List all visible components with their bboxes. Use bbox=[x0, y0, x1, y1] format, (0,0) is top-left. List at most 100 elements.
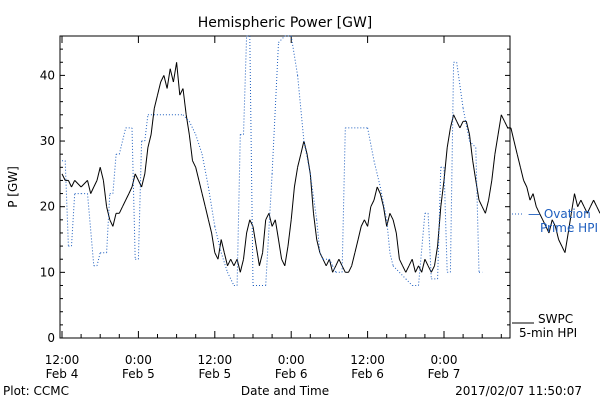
y-tick-label: 30 bbox=[40, 134, 55, 148]
series-segment bbox=[249, 35, 254, 286]
series-segment bbox=[74, 180, 82, 188]
plot-timestamp: 2017/02/07 11:50:07 bbox=[455, 384, 582, 398]
y-tick-label: 40 bbox=[40, 68, 55, 82]
series-segment bbox=[586, 206, 591, 214]
series-segment bbox=[529, 193, 534, 201]
series-segment bbox=[548, 219, 553, 234]
series-segment bbox=[160, 75, 165, 83]
series-segment bbox=[427, 213, 432, 279]
series-segment bbox=[459, 121, 464, 129]
series-segment bbox=[239, 259, 244, 273]
series-segment bbox=[192, 160, 197, 168]
x-tick-date-label: Feb 5 bbox=[198, 367, 231, 381]
series-segment bbox=[96, 252, 101, 266]
series-segment bbox=[300, 140, 305, 155]
x-tick-date-label: Feb 7 bbox=[428, 367, 461, 381]
series-segment bbox=[430, 265, 435, 273]
series-segment bbox=[313, 213, 318, 240]
series-segment bbox=[176, 62, 181, 96]
series-segment bbox=[424, 258, 429, 267]
series-segment bbox=[172, 62, 178, 83]
series-segment bbox=[112, 213, 117, 227]
series-segment bbox=[252, 226, 257, 247]
series-segment bbox=[580, 199, 585, 207]
series-segment bbox=[223, 252, 228, 266]
series-segment bbox=[109, 219, 114, 227]
series-segment bbox=[157, 81, 162, 96]
series-segment bbox=[220, 252, 228, 273]
legend-ovation-line1: — Ovation bbox=[528, 207, 591, 221]
series-segment bbox=[443, 167, 448, 273]
series-segment bbox=[64, 160, 69, 247]
series-segment bbox=[265, 213, 270, 221]
x-tick-time-label: 12:00 bbox=[45, 353, 80, 367]
y-axis: 0 10 20 30 40 bbox=[40, 48, 510, 345]
x-tick-date-label: Feb 5 bbox=[122, 367, 155, 381]
series-segment bbox=[99, 167, 104, 181]
x-axis-label: Date and Time bbox=[241, 384, 329, 398]
series-segment bbox=[188, 121, 197, 135]
series-segment bbox=[494, 134, 499, 155]
series-segment bbox=[182, 88, 187, 115]
series-segment bbox=[596, 206, 600, 214]
series-segment bbox=[440, 180, 445, 207]
series-swpc-line bbox=[61, 62, 600, 273]
series-segment bbox=[392, 265, 400, 273]
series-segment bbox=[542, 219, 547, 227]
series-segment bbox=[513, 140, 518, 155]
series-segment bbox=[332, 265, 337, 273]
legend-swpc-line2: 5-min HPI bbox=[519, 326, 577, 340]
series-segment bbox=[230, 258, 235, 267]
series-segment bbox=[478, 199, 483, 207]
series-segment bbox=[71, 193, 76, 247]
series-segment bbox=[322, 258, 327, 267]
series-segment bbox=[570, 193, 575, 214]
series-segment bbox=[90, 186, 95, 194]
series-segment bbox=[427, 265, 432, 273]
series-segment bbox=[188, 134, 193, 161]
series-segment bbox=[535, 206, 540, 214]
x-tick-time-label: 12:00 bbox=[198, 353, 233, 367]
series-segment bbox=[481, 206, 486, 214]
x-tick-time-label: 0:00 bbox=[278, 353, 305, 367]
x-tick-date-label: Feb 6 bbox=[275, 367, 308, 381]
series-segment bbox=[418, 265, 423, 273]
series-segment bbox=[379, 186, 388, 220]
chart-title: Hemispheric Power [GW] bbox=[198, 15, 373, 31]
series-segment bbox=[93, 180, 98, 188]
series-segment bbox=[61, 173, 66, 181]
series-segment bbox=[220, 239, 225, 253]
series-segment bbox=[351, 252, 356, 266]
series-segment bbox=[153, 94, 158, 109]
series-segment bbox=[274, 219, 279, 240]
series-segment bbox=[554, 226, 560, 240]
series-segment bbox=[319, 252, 324, 260]
series-segment bbox=[437, 206, 442, 247]
series-segment bbox=[389, 213, 394, 221]
series-segment bbox=[278, 35, 286, 43]
series-segment bbox=[500, 114, 505, 122]
series-segment bbox=[408, 258, 413, 267]
series-segment bbox=[227, 258, 232, 267]
series-segment bbox=[227, 272, 235, 286]
series-segment bbox=[106, 206, 111, 220]
series-segment bbox=[290, 186, 295, 220]
series-segment bbox=[443, 147, 448, 181]
plot-credit: Plot: CCMC bbox=[3, 384, 69, 398]
series-segment bbox=[243, 232, 248, 260]
series-segment bbox=[462, 108, 470, 142]
series-segment bbox=[434, 246, 439, 266]
series-segment bbox=[418, 213, 426, 286]
series-segment bbox=[122, 199, 127, 207]
series-segment bbox=[87, 180, 92, 194]
series-segment bbox=[367, 127, 375, 161]
series-segment bbox=[405, 278, 413, 286]
series-segment bbox=[96, 167, 101, 181]
series-segment bbox=[376, 186, 381, 194]
series-segment bbox=[271, 219, 276, 227]
series-segment bbox=[491, 154, 496, 181]
series-segment bbox=[360, 219, 365, 227]
series-segment bbox=[456, 121, 461, 129]
series-segment bbox=[453, 114, 458, 122]
